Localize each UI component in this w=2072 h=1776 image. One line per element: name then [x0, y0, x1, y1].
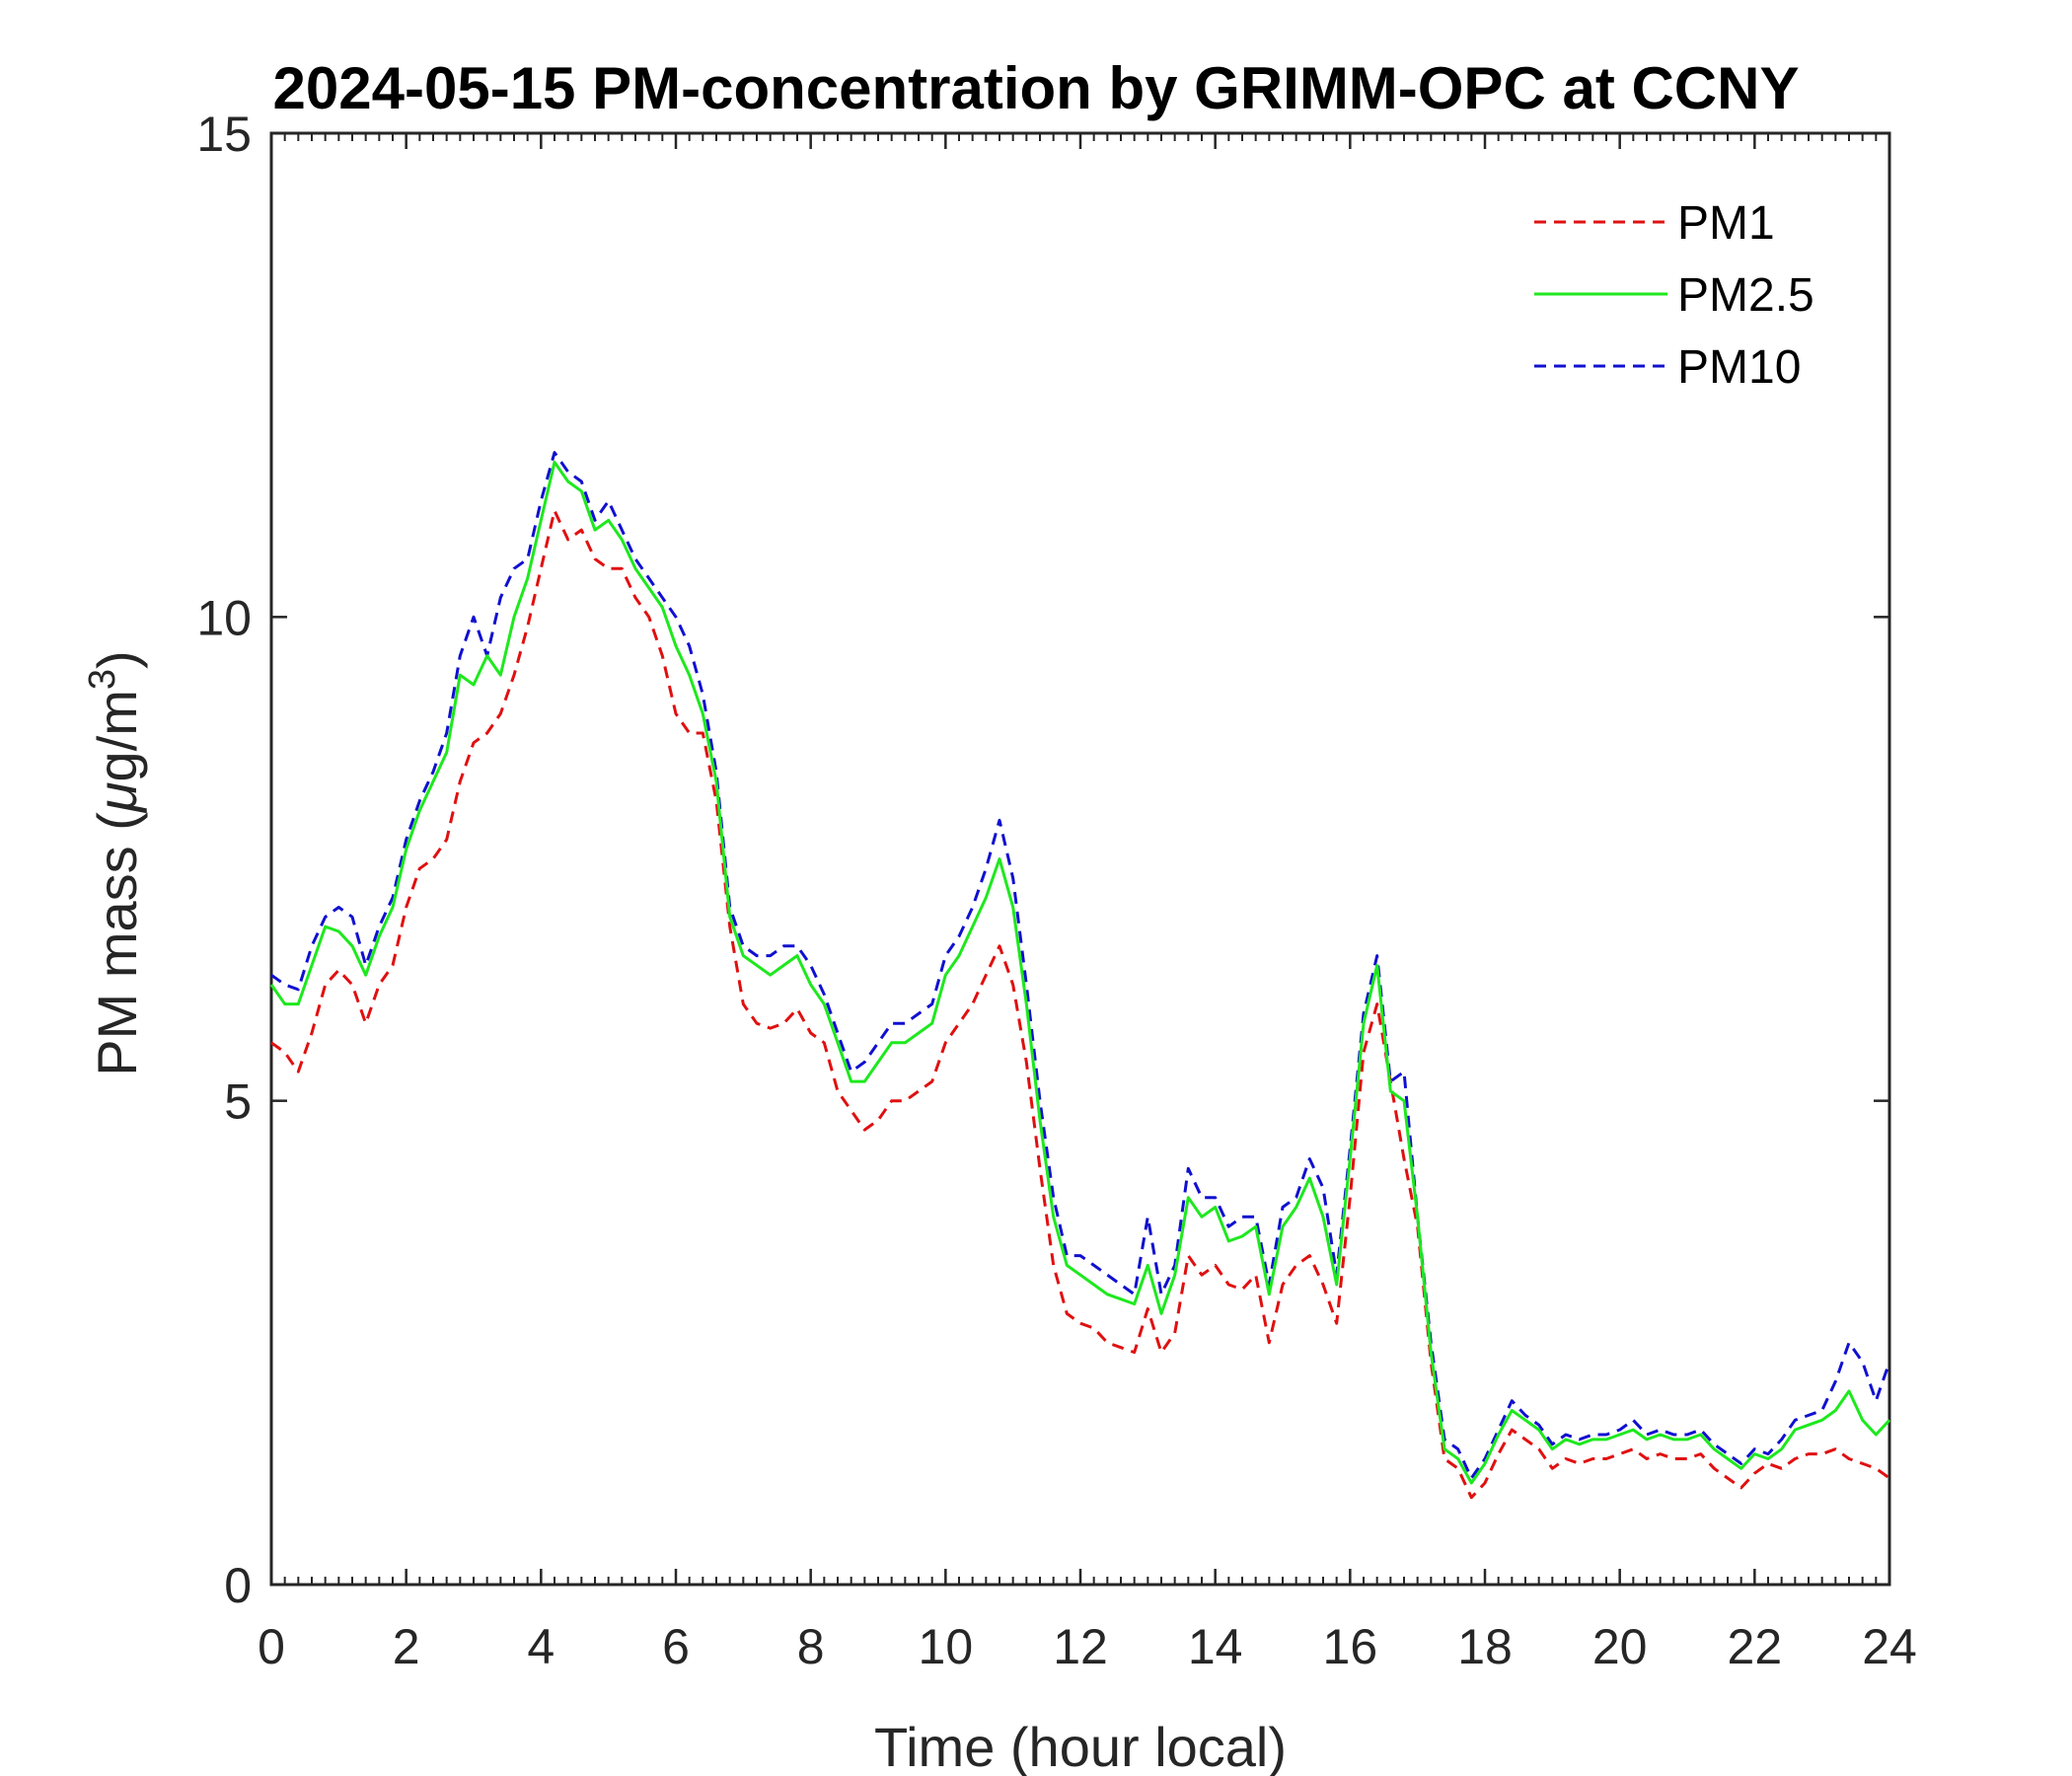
series-line-pm10 [270, 451, 1891, 1480]
x-tick-label: 24 [1862, 1619, 1917, 1674]
x-tick-label: 10 [919, 1619, 974, 1674]
legend-label-pm1: PM1 [1677, 197, 1775, 250]
y-axis-label-mu: μ [86, 781, 148, 814]
legend-label-pm2-5: PM2.5 [1677, 269, 1814, 322]
x-tick-label: 18 [1457, 1619, 1513, 1674]
x-tick-label: 22 [1728, 1619, 1783, 1674]
x-tick-label: 12 [1053, 1619, 1108, 1674]
y-tick-label: 15 [196, 107, 252, 162]
y-tick-label: 10 [196, 590, 252, 645]
y-tick-labels: 0 5 10 15 [196, 107, 252, 1613]
series-lines [269, 451, 1891, 1500]
series-line-pm2-5 [269, 460, 1891, 1485]
plot-frame [269, 131, 1891, 1587]
chart-title: 2024-05-15 PM-concentration by GRIMM-OPC… [273, 55, 1800, 121]
x-tick-label: 0 [258, 1619, 285, 1674]
y-tick-label: 5 [224, 1074, 252, 1130]
x-tick-label: 20 [1592, 1619, 1648, 1674]
legend: PM1 PM2.5 PM10 [1534, 197, 1814, 394]
series-line-pm1 [270, 509, 1890, 1500]
minor-ticks [283, 133, 1878, 1585]
y-axis-label-main: PM mass ( [86, 812, 148, 1076]
x-tick-label: 6 [662, 1619, 690, 1674]
y-axis-label: PM mass (μg/m3) [82, 650, 148, 1075]
x-tick-label: 8 [797, 1619, 825, 1674]
x-tick-label: 16 [1323, 1619, 1378, 1674]
legend-label-pm10: PM10 [1677, 341, 1801, 394]
y-axis-label-sup: 3 [82, 669, 123, 690]
y-tick-label: 0 [224, 1558, 252, 1613]
x-tick-label: 4 [527, 1619, 555, 1674]
y-axis-label-unit: g/m [86, 690, 148, 781]
y-axis-label-close: ) [86, 650, 148, 669]
x-axis-label: Time (hour local) [874, 1716, 1287, 1776]
x-tick-labels: 0 2 4 6 8 10 12 14 16 18 20 22 24 [258, 1619, 1917, 1674]
major-ticks [269, 131, 1891, 1587]
x-tick-label: 14 [1188, 1619, 1243, 1674]
x-tick-label: 2 [393, 1619, 420, 1674]
